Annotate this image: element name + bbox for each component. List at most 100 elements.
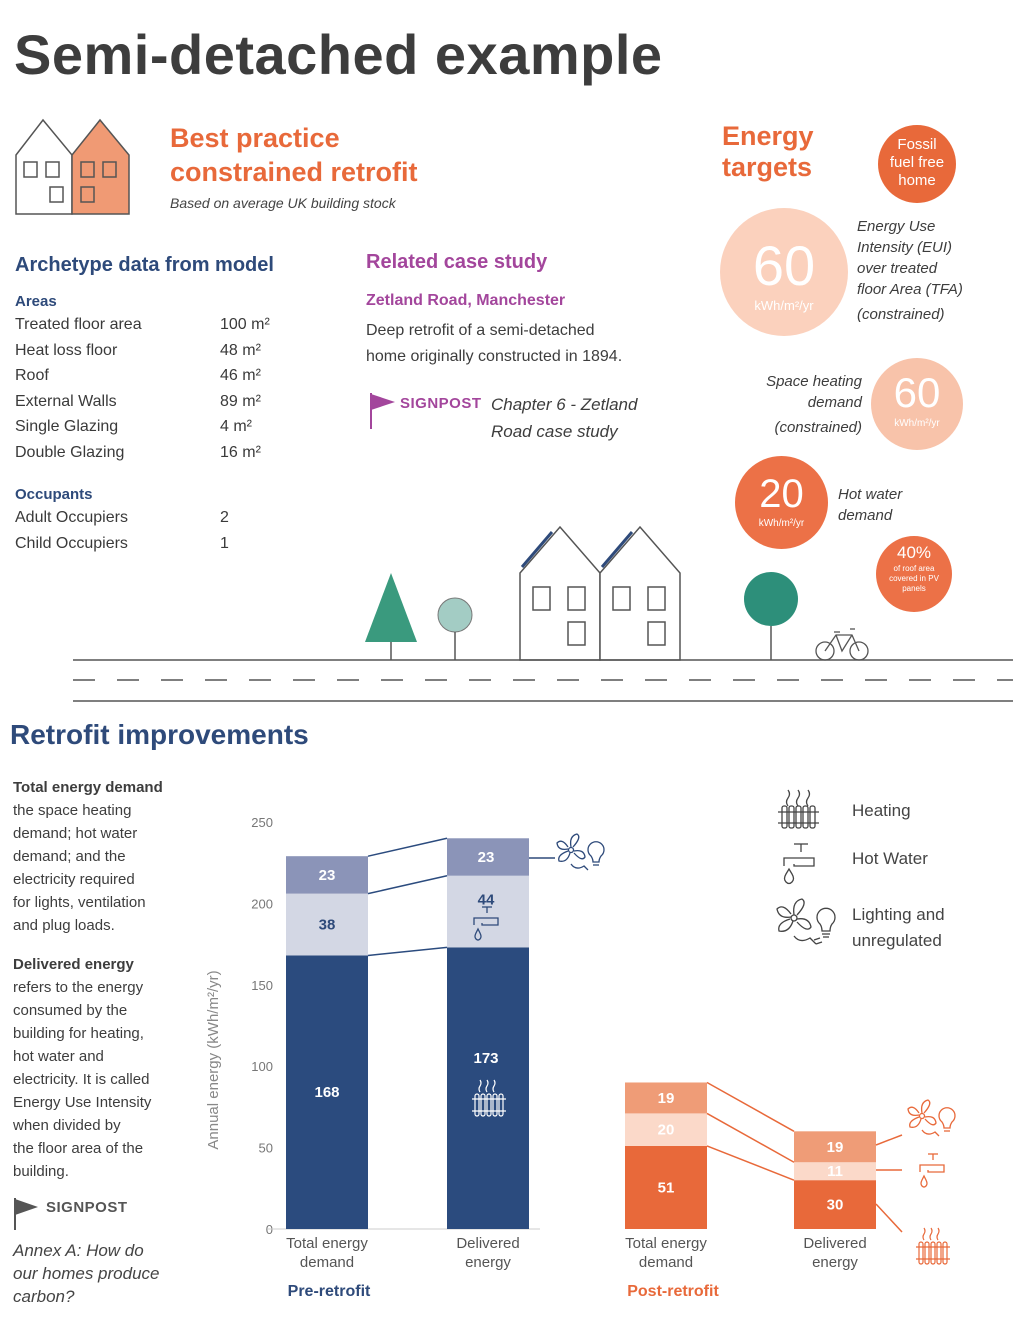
series-connector-line	[367, 946, 448, 957]
fossil-line: fuel free	[889, 154, 945, 171]
bar-segment	[286, 893, 368, 956]
legend-lighting-line: Lighting and	[852, 905, 945, 924]
series-connector-line	[367, 874, 448, 895]
semi-detached-house-icon	[15, 118, 130, 215]
x-category-label: energy	[812, 1254, 858, 1271]
retrofit-explanation: Total energy demand the space heating de…	[13, 776, 203, 1183]
group-label: Pre-retrofit	[288, 1283, 371, 1300]
y-tick-label: 100	[251, 1059, 273, 1074]
occupant-label: Adult Occupiers	[15, 509, 128, 526]
y-axis-label: Annual energy (kWh/m²/yr)	[205, 970, 222, 1149]
de-line: the floor area of the	[13, 1140, 144, 1157]
energy-chart: 050100150200250Annual energy (kWh/m²/yr)…	[205, 815, 956, 1300]
bar-value-label: 20	[658, 1122, 675, 1139]
chart-legend: Heating Hot Water Lighting and unregulat…	[770, 780, 1000, 970]
space-heating-value: 60	[893, 369, 941, 416]
case-study-description: Deep retrofit of a semi-detached home or…	[366, 318, 622, 370]
tap-icon	[473, 906, 499, 941]
de-line: when divided by	[13, 1117, 121, 1134]
y-tick-label: 200	[251, 896, 273, 911]
case-study-desc-line: Deep retrofit of a semi-detached	[366, 322, 595, 339]
de-line: hot water and	[13, 1048, 104, 1065]
legend-hotwater-label: Hot Water	[852, 849, 928, 868]
bar-segment	[794, 1131, 876, 1163]
ted-line: demand; and the	[13, 848, 126, 865]
road	[73, 659, 1013, 702]
fan-bulb-icon	[907, 1099, 956, 1137]
case-study-signpost-link[interactable]: Chapter 6 - Zetland Road case study	[491, 391, 637, 445]
large-tree-icon	[744, 572, 798, 660]
energy-targets-heading: Energy targets	[722, 121, 814, 183]
bar-segment	[625, 1113, 707, 1146]
x-category-label: Total energy	[286, 1235, 368, 1252]
area-label: Heat loss floor	[15, 341, 118, 359]
bar-segment	[794, 1162, 876, 1181]
de-line: building.	[13, 1163, 69, 1180]
case-study-heading: Related case study	[366, 251, 548, 273]
area-row: Double Glazing 16 m²	[15, 440, 315, 466]
fossil-free-badge: Fossil fuel free home	[878, 125, 956, 203]
flag-icon	[14, 1198, 38, 1230]
eui-target-value: 60	[752, 234, 816, 297]
bar-value-label: 11	[827, 1163, 843, 1180]
scenario-heading: Best practice constrained retrofit	[170, 121, 418, 189]
round-tree-icon	[437, 597, 473, 660]
occupant-value: 1	[220, 534, 229, 552]
occupant-row: Child Occupiers 1	[15, 531, 315, 557]
area-value: 16 m²	[220, 443, 261, 461]
area-label: Treated floor area	[15, 316, 142, 333]
legend-heating-label: Heating	[852, 801, 911, 820]
hot-water-label-line: Hot water	[838, 486, 903, 503]
legend-lighting-line: unregulated	[852, 931, 942, 950]
bar-segment	[794, 1180, 876, 1229]
area-value: 100 m²	[220, 316, 270, 333]
de-line: Energy Use Intensity	[13, 1094, 152, 1111]
archetype-heading: Archetype data from model	[15, 254, 274, 276]
fossil-line: home	[898, 172, 936, 189]
retrofit-signpost-label: SIGNPOST	[46, 1199, 128, 1216]
hot-water-label: Hot water demand	[838, 484, 902, 526]
x-category-label: demand	[639, 1254, 693, 1271]
street-illustration	[73, 525, 1013, 702]
fan-bulb-icon	[776, 898, 836, 945]
annex-link[interactable]: Annex A: How do our homes produce carbon…	[13, 1239, 159, 1308]
fossil-line: Fossil	[897, 136, 937, 153]
series-connector-line	[367, 837, 448, 857]
area-row: Heat loss floor 48 m²	[15, 338, 315, 364]
bicycle-icon	[815, 628, 869, 661]
houses-icon	[519, 525, 681, 661]
retrofit-heading: Retrofit improvements	[10, 719, 309, 750]
ted-line: demand; hot water	[13, 825, 138, 842]
bar-value-label: 23	[319, 867, 336, 884]
hot-water-value: 20	[759, 472, 804, 516]
y-tick-label: 50	[259, 1141, 273, 1156]
case-study-signpost-label: SIGNPOST	[400, 395, 482, 412]
area-value: 48 m²	[220, 341, 261, 359]
hot-water-label-line: demand	[838, 507, 893, 524]
bar-value-label: 23	[478, 849, 495, 866]
pv-label-line: of roof area	[893, 564, 935, 573]
energy-targets-heading-line: targets	[722, 152, 813, 182]
signpost-link-line: Road case study	[491, 422, 618, 441]
space-heating-label: Space heating demand (constrained)	[740, 371, 862, 438]
area-row: Roof 46 m²	[15, 363, 315, 389]
areas-heading: Areas	[15, 293, 57, 310]
pv-coverage-value: 40%	[896, 543, 932, 562]
area-row: Single Glazing 4 m²	[15, 414, 315, 440]
case-study-desc-line: home originally constructed in 1894.	[366, 348, 623, 365]
bar-segment	[447, 875, 529, 948]
series-connector-line	[706, 1112, 795, 1163]
tap-icon	[919, 1153, 945, 1188]
bar-value-label: 168	[314, 1084, 339, 1101]
pv-coverage-label: of roof area covered in PV panels	[876, 564, 952, 594]
hot-water-unit: kWh/m²/yr	[758, 518, 805, 529]
annex-line: carbon?	[13, 1287, 75, 1306]
bar-value-label: 44	[478, 892, 495, 909]
eui-target-label: Energy Use Intensity (EUI) over treated …	[857, 216, 963, 325]
de-line: electricity. It is called	[13, 1071, 150, 1088]
eui-label-line: floor Area (TFA)	[857, 281, 963, 298]
bar-segment	[447, 947, 529, 1229]
bar-segment	[286, 856, 368, 894]
eui-label-line: Energy Use	[857, 218, 936, 235]
annex-line: Annex A: How do	[13, 1241, 144, 1260]
